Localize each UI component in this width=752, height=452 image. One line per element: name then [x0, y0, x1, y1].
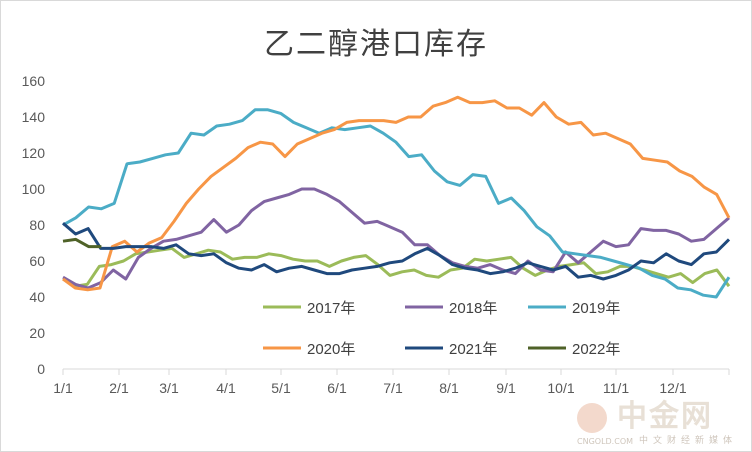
chart-title: 乙二醇港口库存	[264, 27, 488, 62]
legend-label: 2018年	[449, 300, 497, 317]
watermark-url: CNGOLD.COM	[577, 437, 634, 446]
legend-label: 2021年	[449, 341, 497, 358]
x-tick-label: 6/1	[327, 380, 347, 396]
series-line-2019	[62, 108, 731, 299]
watermark-brand: 中金网	[617, 399, 713, 434]
watermark: 中金网 CNGOLD.COM 中文财经新媒体	[573, 401, 749, 449]
series-line-2018	[62, 187, 730, 290]
series-line-2020	[62, 95, 731, 292]
y-tick-label: 20	[29, 325, 45, 341]
x-tick-label: 8/1	[439, 380, 459, 396]
y-tick-label: 40	[29, 289, 45, 305]
y-tick-label: 140	[22, 109, 46, 125]
x-tick-label: 7/1	[383, 380, 403, 396]
y-tick-label: 80	[29, 217, 45, 233]
series-line-2022	[62, 237, 102, 249]
legend-label: 2020年	[307, 341, 355, 358]
y-tick-label: 60	[29, 253, 45, 269]
x-tick-label: 5/1	[271, 380, 291, 396]
x-tick-label: 2/1	[109, 380, 129, 396]
x-tick-label: 1/1	[53, 380, 73, 396]
x-tick-label: 12/1	[659, 380, 686, 396]
y-tick-label: 100	[22, 181, 46, 197]
y-tick-label: 0	[37, 361, 45, 377]
x-tick-label: 4/1	[216, 380, 236, 396]
legend-label: 2019年	[572, 300, 620, 317]
y-tick-label: 120	[22, 145, 46, 161]
watermark-tagline: 中文财经新媒体	[639, 436, 738, 446]
x-tick-label: 10/1	[547, 380, 574, 396]
legend-label: 2017年	[307, 300, 355, 317]
series-line-2017	[62, 246, 731, 288]
cngold-logo-icon	[577, 403, 607, 433]
y-tick-label: 160	[22, 73, 46, 89]
x-tick-label: 3/1	[159, 380, 179, 396]
series-line-2021	[62, 222, 731, 281]
x-tick-label: 11/1	[603, 380, 629, 396]
x-tick-label: 9/1	[496, 380, 516, 396]
legend-label: 2022年	[572, 341, 620, 358]
